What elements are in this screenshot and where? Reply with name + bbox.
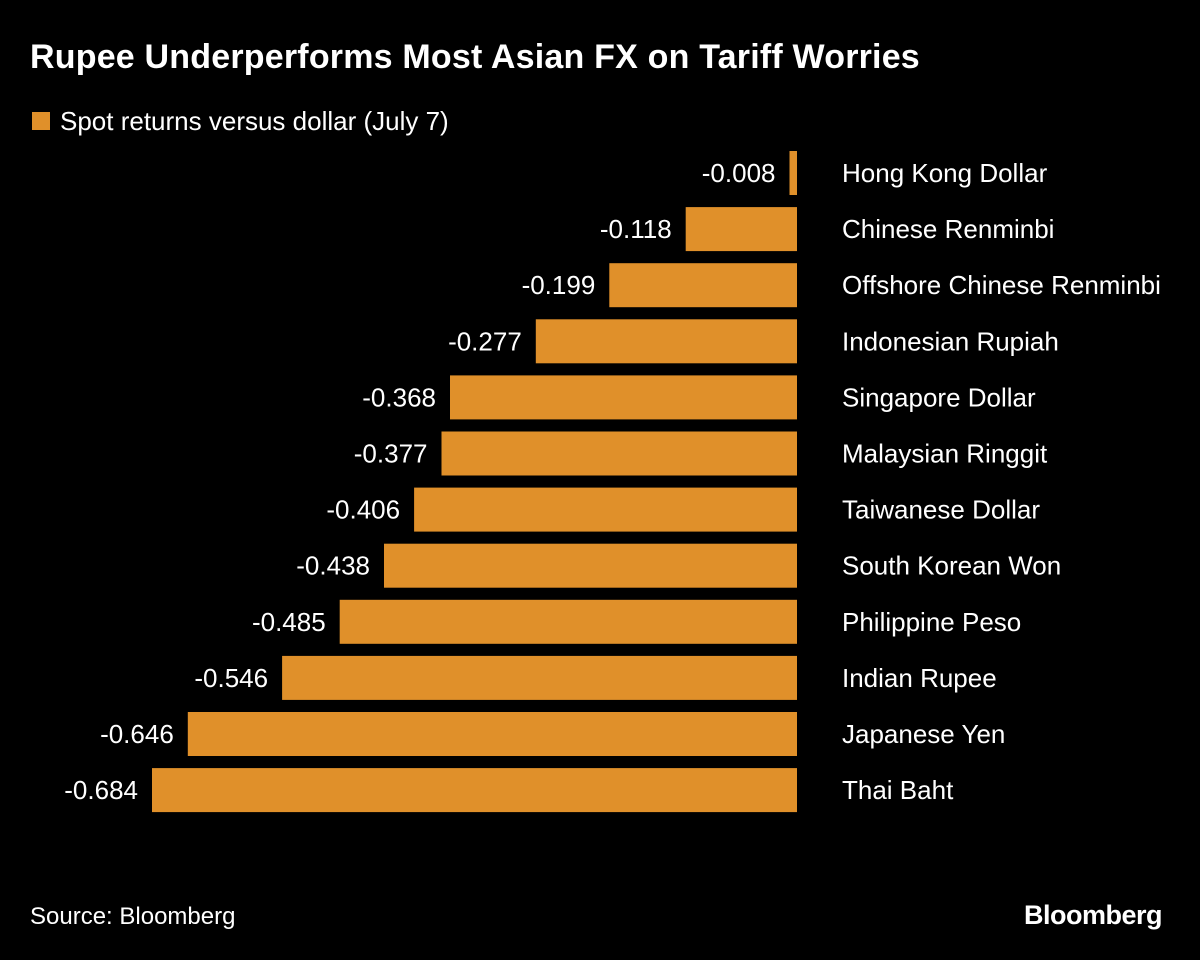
value-label: -0.546: [194, 663, 268, 693]
legend-label: Spot returns versus dollar (July 7): [60, 105, 449, 136]
chart-title: Rupee Underperforms Most Asian FX on Tar…: [30, 38, 920, 76]
bar-hong-kong-dollar: [789, 151, 797, 195]
category-label: Thai Baht: [842, 775, 954, 805]
value-label: -0.199: [522, 270, 596, 300]
category-label: Singapore Dollar: [842, 382, 1036, 412]
bar-malaysian-ringgit: [441, 431, 797, 476]
category-label: Hong Kong Dollar: [842, 158, 1048, 188]
bar-chinese-renminbi: [685, 207, 797, 252]
category-label: Taiwanese Dollar: [842, 495, 1040, 525]
bloomberg-logo: Bloomberg: [1023, 900, 1163, 930]
category-label: Chinese Renminbi: [842, 214, 1054, 244]
category-label: Philippine Peso: [842, 607, 1021, 637]
value-label: -0.118: [600, 214, 672, 244]
value-label: -0.406: [326, 495, 400, 525]
category-label: Japanese Yen: [842, 719, 1005, 749]
bar-offshore-chinese-renminbi: [609, 263, 797, 308]
bar-south-korean-won: [384, 543, 797, 588]
bar-japanese-yen: [187, 712, 798, 756]
category-label: Malaysian Ringgit: [842, 439, 1048, 469]
bar-indian-rupee: [282, 655, 798, 700]
bar-thai-baht: [152, 768, 797, 813]
value-label: -0.646: [100, 719, 174, 749]
category-label: Offshore Chinese Renminbi: [842, 270, 1161, 300]
category-label: South Korean Won: [842, 551, 1061, 581]
legend: Spot returns versus dollar (July 7): [32, 106, 449, 136]
bar-taiwanese-dollar: [414, 487, 797, 532]
value-label: -0.277: [448, 326, 522, 356]
value-label: -0.684: [64, 775, 138, 805]
bar-philippine-peso: [339, 599, 797, 644]
value-label: -0.368: [362, 382, 436, 412]
value-label: -0.377: [354, 439, 428, 469]
value-label: -0.438: [296, 551, 370, 581]
category-label: Indian Rupee: [842, 663, 997, 693]
bar-indonesian-rupiah: [535, 319, 797, 364]
legend-swatch: [32, 112, 50, 130]
category-label: Indonesian Rupiah: [842, 326, 1059, 356]
bar-singapore-dollar: [450, 375, 797, 420]
value-label: -0.485: [252, 607, 326, 637]
source-note: Source: Bloomberg: [30, 903, 236, 930]
value-label: -0.008: [702, 158, 776, 188]
